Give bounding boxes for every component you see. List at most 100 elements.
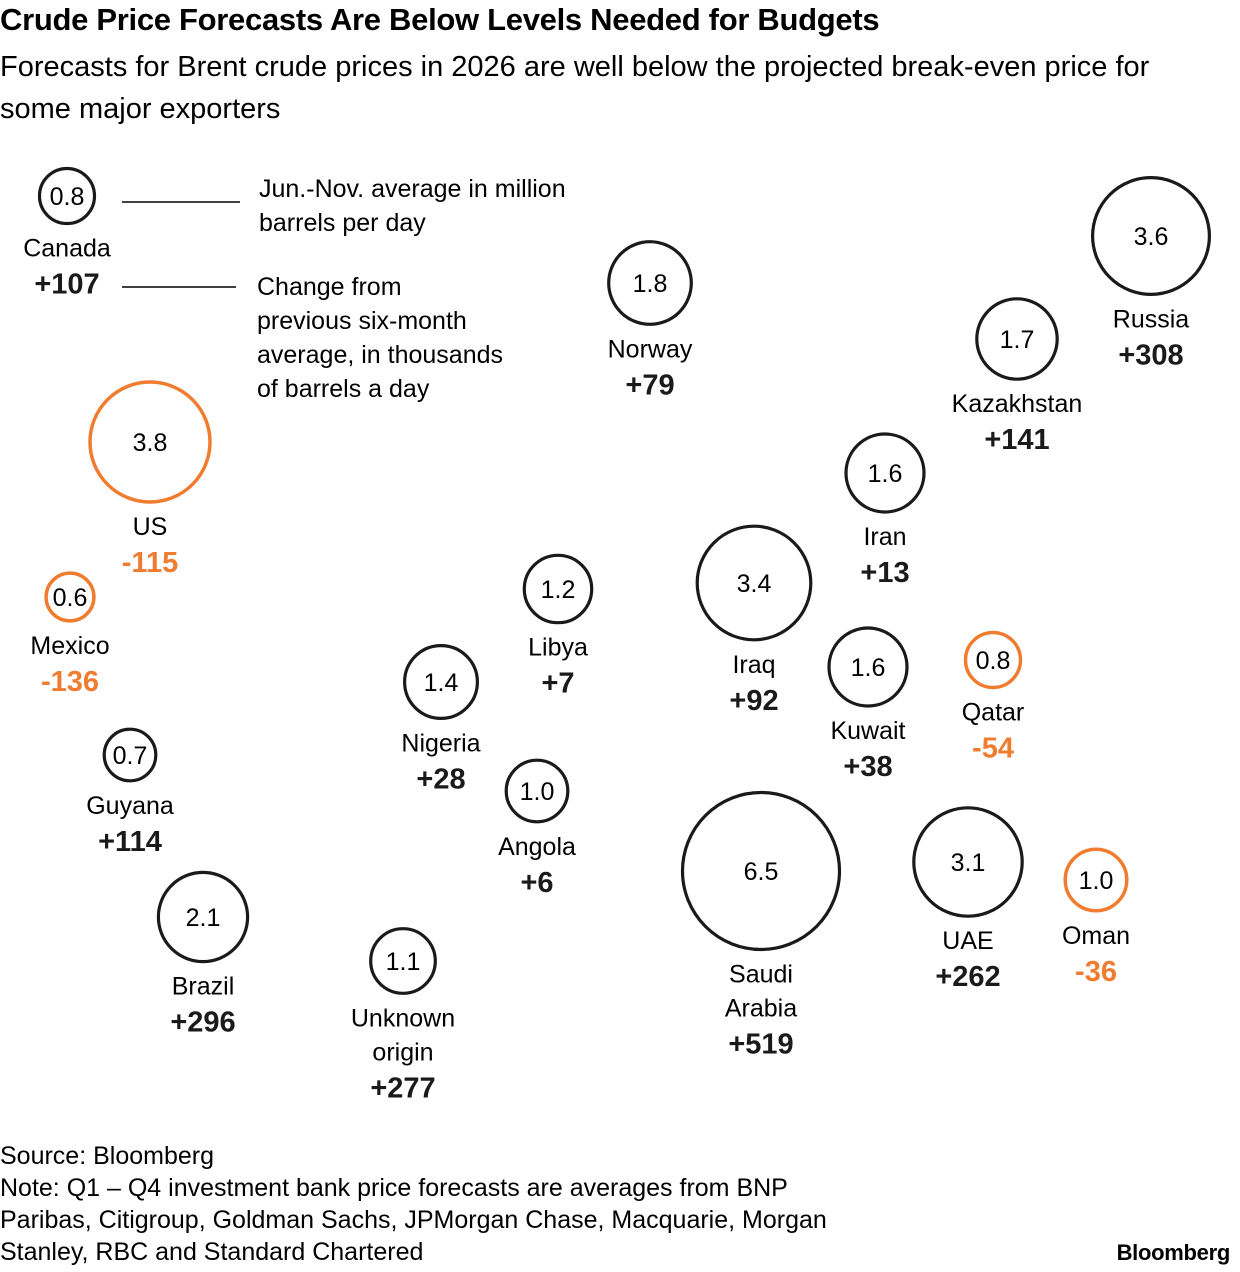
country-label: Mexico xyxy=(30,632,109,660)
country-label: Iraq xyxy=(732,651,775,679)
bubble-circle xyxy=(44,571,96,623)
bubble-value: 0.8 xyxy=(976,647,1011,675)
bubble-circle xyxy=(607,240,693,326)
country-label: Kazakhstan xyxy=(952,390,1083,418)
bubble-brazil: 2.1 Brazil +296 xyxy=(156,870,250,1039)
change-value: +6 xyxy=(520,867,553,899)
change-value: +308 xyxy=(1118,339,1183,371)
bloomberg-logo: Bloomberg xyxy=(1116,1240,1231,1265)
change-value: +92 xyxy=(729,685,778,717)
bubble-norway: 1.8 Norway +79 xyxy=(607,240,693,401)
bubble-circle xyxy=(102,727,158,783)
change-value: +262 xyxy=(935,961,1000,993)
country-label: Brazil xyxy=(172,973,235,1001)
bubble-guyana: 0.7 Guyana +114 xyxy=(86,727,174,858)
change-value: +38 xyxy=(843,751,892,783)
change-value: -54 xyxy=(972,733,1014,765)
bubble-circle xyxy=(695,524,813,642)
bubble-libya: 1.2 Libya +7 xyxy=(522,553,594,700)
change-value: -136 xyxy=(41,666,99,698)
note-line: Note: Q1 – Q4 investment bank price fore… xyxy=(0,1174,788,1202)
bubble-value: 1.4 xyxy=(424,669,459,697)
change-value: -36 xyxy=(1075,956,1117,988)
country-label: Guyana xyxy=(86,792,174,820)
bubble-russia: 3.6 Russia +308 xyxy=(1090,176,1211,371)
bubble-angola: 1.0 Angola +6 xyxy=(498,758,576,899)
country-label: UAE xyxy=(942,927,993,955)
country-label: Nigeria xyxy=(401,729,480,757)
country-label: Norway xyxy=(608,335,693,363)
bubble-value: 1.8 xyxy=(633,270,668,298)
bubble-circle xyxy=(844,432,926,514)
bubble-canada: 0.8 Canada +107 xyxy=(23,166,111,301)
bubble-value: 3.8 xyxy=(133,429,168,457)
bubble-value: 3.4 xyxy=(737,570,772,598)
bubble-unknown-origin: 1.1 Unknown origin +277 xyxy=(351,927,455,1104)
bubble-value: 3.1 xyxy=(951,849,986,877)
change-value: +296 xyxy=(170,1007,235,1039)
legend-annotation: Jun.-Nov. average in million barrels per … xyxy=(122,175,566,403)
country-label: US xyxy=(133,513,168,541)
country-label: Russia xyxy=(1113,305,1190,333)
chart-subtitle: Forecasts for Brent crude prices in 2026… xyxy=(0,51,1150,125)
bubble-kazakhstan: 1.7 Kazakhstan +141 xyxy=(952,297,1083,456)
change-value: +79 xyxy=(625,369,674,401)
bubble-circle xyxy=(963,630,1023,690)
chart-title: Crude Price Forecasts Are Below Levels N… xyxy=(0,2,880,37)
bubble-value: 0.6 xyxy=(53,584,88,612)
bubble-value: 6.5 xyxy=(744,858,779,886)
bubble-nigeria: 1.4 Nigeria +28 xyxy=(401,643,481,795)
note-line: Stanley, RBC and Standard Chartered xyxy=(0,1238,424,1266)
country-label: Canada xyxy=(23,235,111,263)
country-label: Angola xyxy=(498,833,576,861)
legend-change-label: average, in thousands xyxy=(257,341,503,369)
bubble-value: 1.0 xyxy=(520,778,555,806)
country-label: Iran xyxy=(863,523,906,551)
bubble-value: 1.2 xyxy=(541,576,576,604)
legend-value-label: Jun.-Nov. average in million xyxy=(259,175,566,203)
source-note: Source: Bloomberg xyxy=(0,1142,215,1170)
bubble-iran: 1.6 Iran +13 xyxy=(844,432,926,589)
bubble-circle xyxy=(522,553,594,625)
bubble-mexico: 0.6 Mexico -136 xyxy=(30,571,110,698)
country-label: Saudi xyxy=(729,961,793,989)
bubble-circle xyxy=(156,870,250,964)
bubble-value: 1.0 xyxy=(1079,867,1114,895)
bubble-iraq: 3.4 Iraq +92 xyxy=(695,524,813,717)
legend-value-label: barrels per day xyxy=(259,209,426,237)
bubble-chart: 0.8 Canada +107 3.8 US -115 0.6 Mexico -136 0.7 Gu… xyxy=(23,166,1211,1104)
country-label: Kuwait xyxy=(830,717,905,745)
bubble-circle xyxy=(403,643,480,720)
change-value: +13 xyxy=(860,557,909,589)
bubble-circle xyxy=(680,790,842,952)
country-label: Oman xyxy=(1062,922,1130,950)
bubble-saudi-arabia: 6.5 Saudi Arabia +519 xyxy=(680,790,842,1061)
bubble-circle xyxy=(912,806,1024,918)
change-value: +277 xyxy=(370,1072,435,1104)
bubble-circle xyxy=(827,626,909,708)
change-value: -115 xyxy=(122,547,178,579)
country-label: Qatar xyxy=(962,699,1025,727)
bubble-circle xyxy=(1063,847,1129,913)
bubble-circle xyxy=(37,166,97,226)
change-value: +141 xyxy=(984,424,1049,456)
change-value: +107 xyxy=(34,269,99,301)
bubble-value: 0.8 xyxy=(50,183,85,211)
bubble-qatar: 0.8 Qatar -54 xyxy=(962,630,1025,765)
bubble-circle xyxy=(504,758,570,824)
bubble-kuwait: 1.6 Kuwait +38 xyxy=(827,626,909,783)
bubble-value: 2.1 xyxy=(186,904,221,932)
bubble-circle xyxy=(369,927,437,995)
bubble-value: 1.6 xyxy=(868,460,903,488)
bubble-us: 3.8 US -115 xyxy=(88,380,212,579)
bubble-circle xyxy=(1090,176,1211,297)
change-value: +114 xyxy=(98,826,162,858)
bubble-value: 1.6 xyxy=(851,654,886,682)
bubble-value: 0.7 xyxy=(113,742,148,770)
bubble-value: 1.7 xyxy=(1000,326,1035,354)
country-label: origin xyxy=(372,1038,433,1066)
bubble-circle xyxy=(975,297,1059,381)
country-label: Unknown xyxy=(351,1004,455,1032)
bubble-value: 3.6 xyxy=(1134,223,1169,251)
legend-change-label: of barrels a day xyxy=(257,375,430,403)
